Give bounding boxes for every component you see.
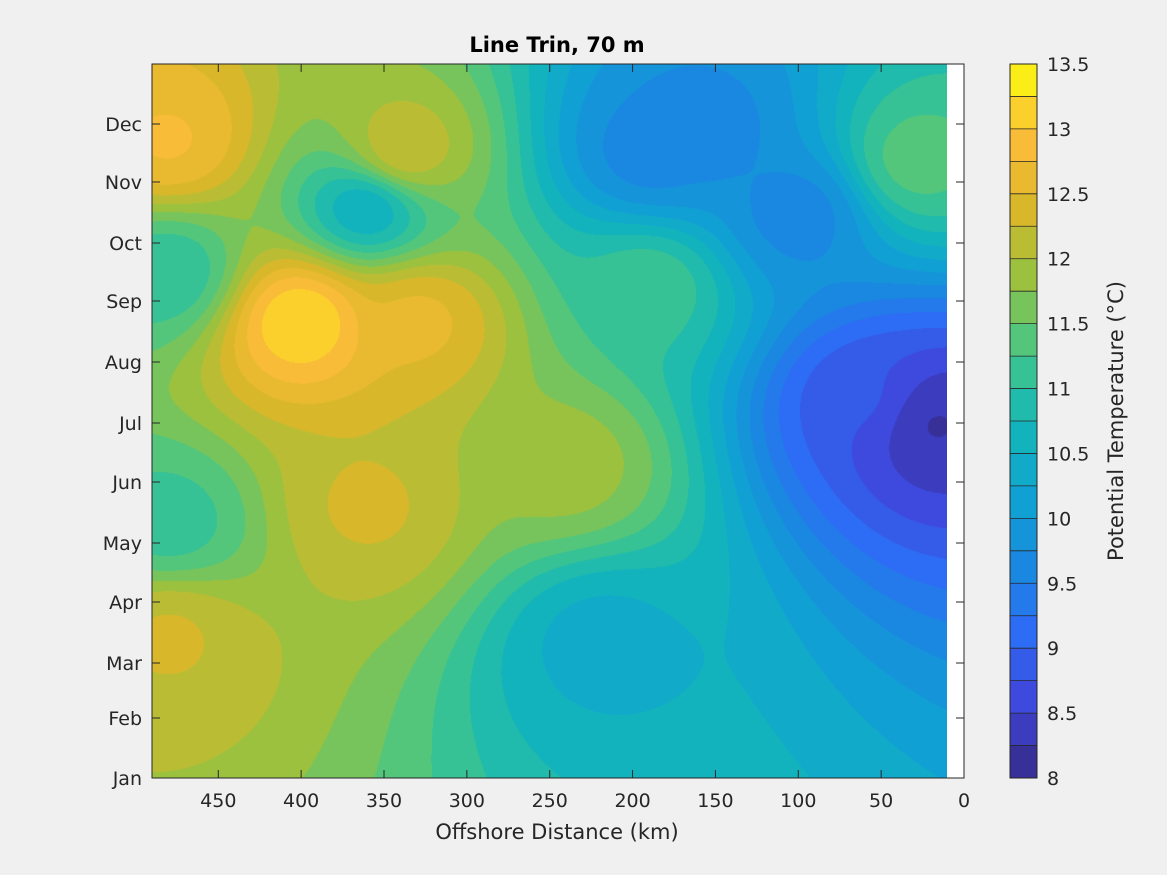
- y-tick-label: Nov: [105, 172, 142, 194]
- plot-frame: [151, 63, 965, 779]
- y-axis: Jan Feb Mar Apr May Jun Jul Aug Sep Oct Nov Dec: [103, 114, 964, 790]
- colorbar-band: [1010, 291, 1037, 324]
- x-tick-label: 100: [780, 790, 816, 812]
- colorbar-label: Potential Temperature (°C): [1104, 281, 1128, 561]
- y-tick-label: Aug: [105, 352, 142, 374]
- colorbar-band: [1010, 161, 1037, 194]
- y-tick-label: Apr: [109, 592, 142, 614]
- x-tick-label: 300: [449, 790, 485, 812]
- colorbar: 8 8.5 9 9.5 10 10.5 11 11.5 12 12.5 13 13.5: [1009, 54, 1089, 790]
- colorbar-tick-label: 10: [1047, 508, 1071, 530]
- colorbar-band: [1010, 388, 1037, 421]
- colorbar-band: [1010, 518, 1037, 551]
- colorbar-tick-label: 10.5: [1047, 443, 1089, 465]
- colorbar-tick-label: 9: [1047, 638, 1059, 660]
- colorbar-band: [1010, 258, 1037, 292]
- colorbar-tick-label: 8.5: [1047, 703, 1077, 725]
- colorbar-band: [1010, 583, 1037, 616]
- y-tick-label: Feb: [108, 708, 142, 730]
- colorbar-tick-label: 11.5: [1047, 314, 1089, 336]
- colorbar-band: [1010, 745, 1037, 778]
- x-tick-label: 400: [283, 790, 319, 812]
- x-tick-label: 150: [697, 790, 733, 812]
- temperature-field: [152, 64, 947, 778]
- y-tick-label: Mar: [106, 653, 142, 675]
- x-tick-label: 50: [869, 790, 893, 812]
- colorbar-band: [1010, 485, 1037, 519]
- x-tick-label: 0: [958, 790, 970, 812]
- x-axis: 450 400 350 300 250 200 150 100 50 0: [200, 64, 970, 812]
- colorbar-band: [1010, 615, 1037, 649]
- colorbar-tick-label: 12: [1047, 249, 1071, 271]
- colorbar-tick-label: 9.5: [1047, 573, 1077, 595]
- colorbar-band: [1010, 356, 1037, 389]
- plot-area: [151, 63, 965, 779]
- colorbar-band: [1010, 550, 1037, 584]
- colorbar-band: [1010, 421, 1037, 454]
- y-tick-label: Sep: [106, 291, 142, 313]
- colorbar-tick-label: 8: [1047, 768, 1059, 790]
- colorbar-band: [1010, 193, 1037, 227]
- colorbar-band: [1010, 648, 1037, 681]
- colorbar-band: [1010, 323, 1037, 357]
- colorbar-tick-label: 13.5: [1047, 54, 1089, 76]
- colorbar-band: [1010, 680, 1037, 714]
- y-tick-label: Oct: [109, 233, 142, 255]
- colorbar-band: [1010, 226, 1037, 259]
- y-tick-label: Jul: [118, 413, 142, 435]
- y-tick-label: May: [103, 533, 142, 555]
- colorbar-tick-label: 11: [1047, 379, 1071, 401]
- x-axis-label: Offshore Distance (km): [435, 820, 678, 844]
- colorbar-tick-label: 12.5: [1047, 184, 1089, 206]
- colorbar-band: [1010, 453, 1037, 486]
- x-tick-label: 450: [200, 790, 236, 812]
- colorbar-band: [1010, 64, 1037, 97]
- y-tick-label: Jun: [111, 472, 142, 494]
- y-tick-label: Jan: [112, 768, 142, 790]
- colorbar-frame: [1009, 63, 1038, 779]
- y-tick-label: Dec: [105, 114, 142, 136]
- colorbar-tick-label: 13: [1047, 119, 1071, 141]
- x-tick-label: 350: [366, 790, 402, 812]
- colorbar-band: [1010, 128, 1037, 162]
- colorbar-band: [1010, 713, 1037, 746]
- x-tick-label: 200: [614, 790, 650, 812]
- chart-title: Line Trin, 70 m: [469, 33, 644, 57]
- x-tick-label: 250: [532, 790, 568, 812]
- colorbar-band: [1010, 96, 1037, 129]
